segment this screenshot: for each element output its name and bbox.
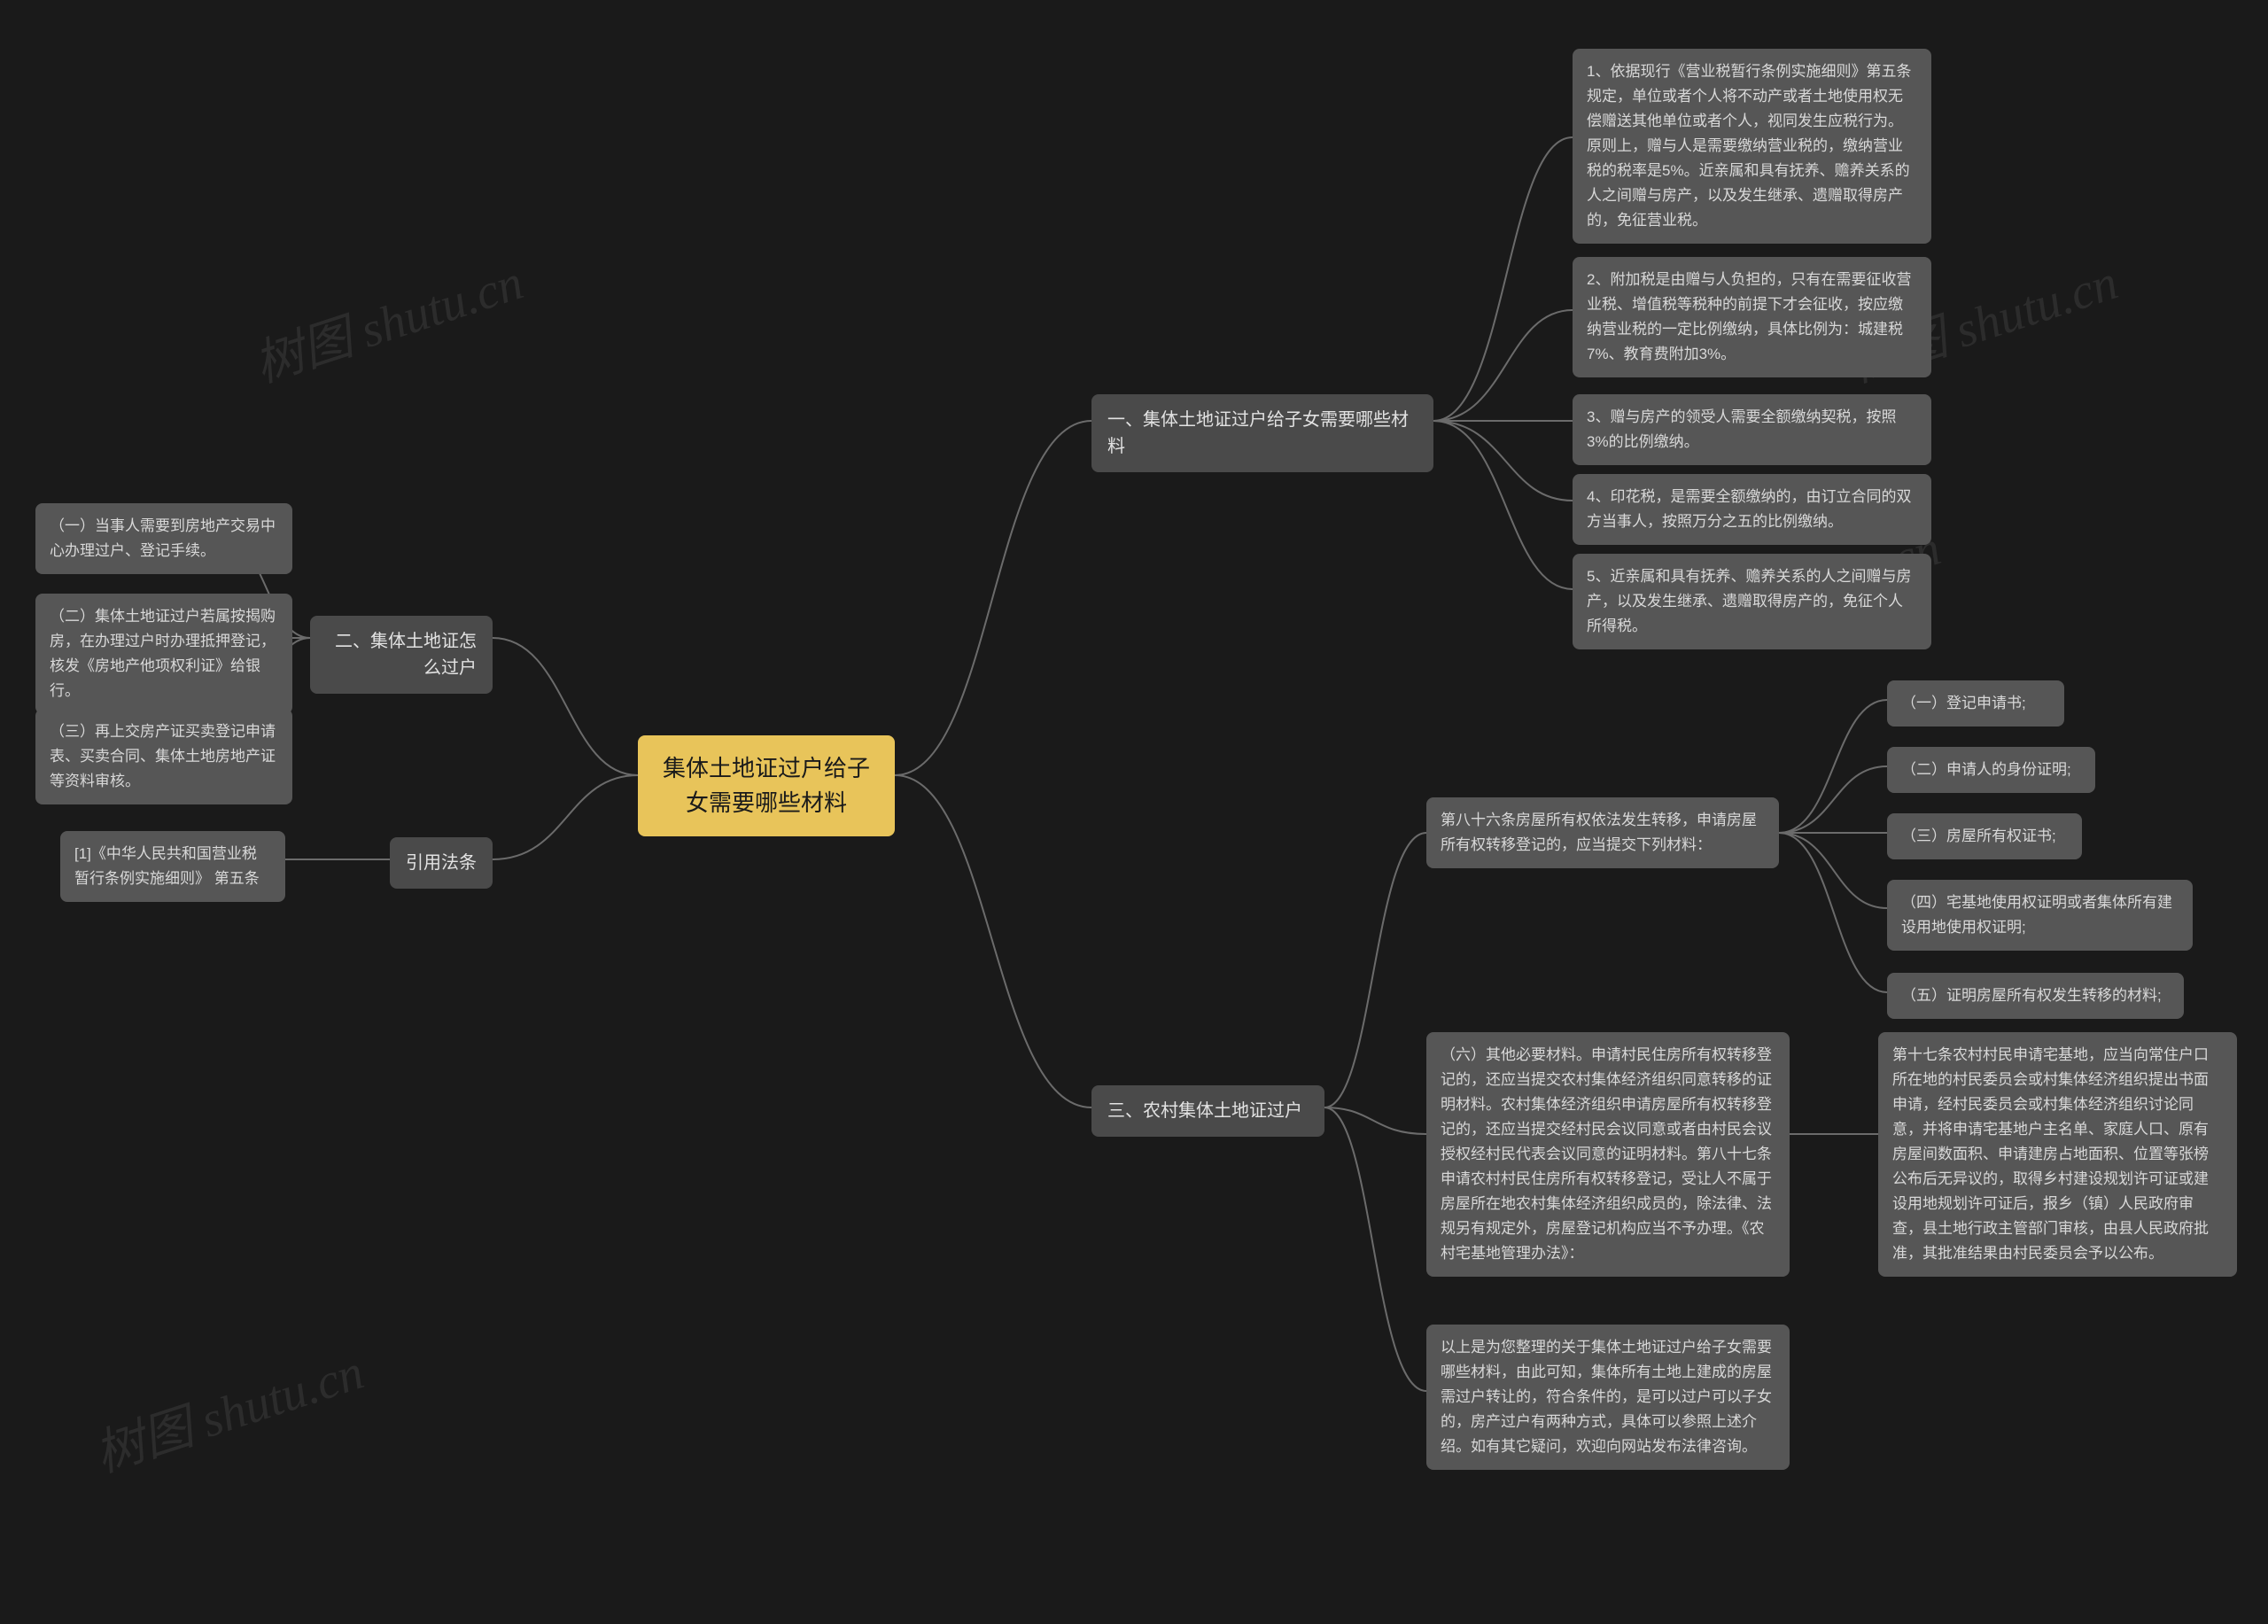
branch-section-1: 一、集体土地证过户给子女需要哪些材料 bbox=[1091, 394, 1433, 472]
leaf-b3-3: 以上是为您整理的关于集体土地证过户给子女需要哪些材料，由此可知，集体所有土地上建… bbox=[1426, 1325, 1790, 1470]
leaf-b3-1-3: （三）房屋所有权证书; bbox=[1887, 813, 2082, 859]
watermark: 树图 shutu.cn bbox=[244, 242, 531, 396]
leaf-b3-1-5: （五）证明房屋所有权发生转移的材料; bbox=[1887, 973, 2184, 1019]
leaf-b3-1: 第八十六条房屋所有权依法发生转移，申请房屋所有权转移登记的，应当提交下列材料： bbox=[1426, 797, 1779, 868]
leaf-b1-2: 2、附加税是由赠与人负担的，只有在需要征收营业税、增值税等税种的前提下才会征收，… bbox=[1573, 257, 1931, 377]
leaf-b3-1-1: （一）登记申请书; bbox=[1887, 680, 2064, 727]
connector-layer bbox=[0, 0, 2268, 1624]
leaf-b2-3: （三）再上交房产证买卖登记申请表、买卖合同、集体土地房地产证等资料审核。 bbox=[35, 709, 292, 804]
leaf-b1-5: 5、近亲属和具有抚养、赡养关系的人之间赠与房产，以及发生继承、遗赠取得房产的，免… bbox=[1573, 554, 1931, 649]
leaf-b4-1: [1]《中华人民共和国营业税暂行条例实施细则》 第五条 bbox=[60, 831, 285, 902]
leaf-b3-1-2: （二）申请人的身份证明; bbox=[1887, 747, 2095, 793]
leaf-b2-2: （二）集体土地证过户若属按揭购房，在办理过户时办理抵押登记，核发《房地产他项权利… bbox=[35, 594, 292, 714]
watermark: 树图 shutu.cn bbox=[84, 1332, 371, 1486]
branch-section-3: 三、农村集体土地证过户 bbox=[1091, 1085, 1324, 1137]
root-node: 集体土地证过户给子女需要哪些材料 bbox=[638, 735, 895, 836]
leaf-b2-1: （一）当事人需要到房地产交易中心办理过户、登记手续。 bbox=[35, 503, 292, 574]
branch-section-2: 二、集体土地证怎么过户 bbox=[310, 616, 493, 694]
leaf-b3-2: （六）其他必要材料。申请村民住房所有权转移登记的，还应当提交农村集体经济组织同意… bbox=[1426, 1032, 1790, 1277]
leaf-b1-3: 3、赠与房产的领受人需要全额缴纳契税，按照3%的比例缴纳。 bbox=[1573, 394, 1931, 465]
leaf-b1-1: 1、依据现行《营业税暂行条例实施细则》第五条规定，单位或者个人将不动产或者土地使… bbox=[1573, 49, 1931, 244]
branch-section-4: 引用法条 bbox=[390, 837, 493, 889]
leaf-b1-4: 4、印花税，是需要全额缴纳的，由订立合同的双方当事人，按照万分之五的比例缴纳。 bbox=[1573, 474, 1931, 545]
leaf-b3-1-4: （四）宅基地使用权证明或者集体所有建设用地使用权证明; bbox=[1887, 880, 2193, 951]
leaf-b3-2-r: 第十七条农村村民申请宅基地，应当向常住户口所在地的村民委员会或村集体经济组织提出… bbox=[1878, 1032, 2237, 1277]
